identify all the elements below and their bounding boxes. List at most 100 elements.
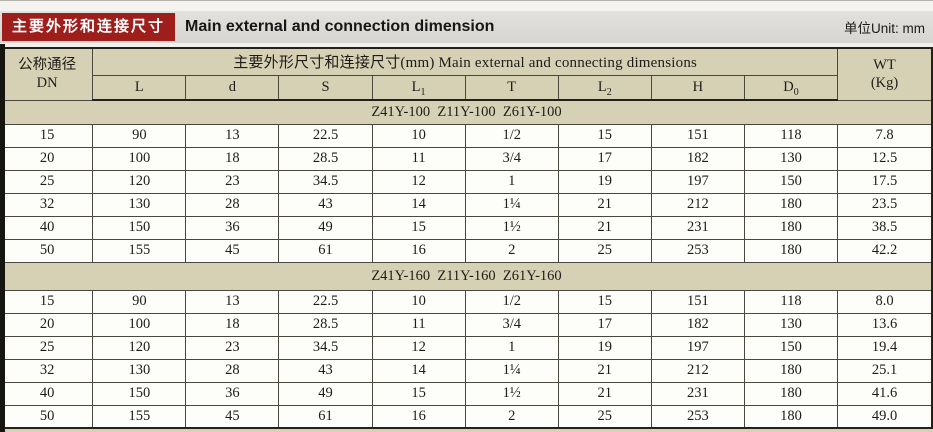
table-cell: 43 (278, 192, 373, 217)
cell-dn: 25 (0, 169, 94, 194)
table-cell: 21 (557, 358, 652, 383)
table-cell: 10 (371, 123, 466, 148)
table-cell: 15 (557, 123, 652, 148)
table-row: 25 120 23 34.5 12 1 19 197 150 17.5 (0, 169, 933, 194)
table-cell: 25 (557, 238, 652, 263)
table-cell: 155 (92, 238, 187, 263)
table-cell: 13 (185, 123, 280, 148)
table-cell: 23.5 (837, 192, 933, 217)
table-cell: 180 (743, 404, 839, 429)
cell-dn: 25 (0, 335, 94, 360)
table-cell: 150 (92, 381, 187, 406)
table-cell: 19.4 (837, 335, 933, 360)
table-cell: 130 (743, 146, 839, 171)
cell-dn: 15 (0, 289, 94, 314)
table-cell: 130 (743, 312, 839, 337)
table-cell: 49 (278, 381, 373, 406)
table-cell: 34.5 (278, 169, 373, 194)
table-cell: 15 (557, 289, 652, 314)
column-header-text: S (321, 78, 330, 95)
column-header-d: d (185, 74, 280, 101)
column-header-text: L (134, 78, 144, 95)
dn-header-cn: 公称通径 (18, 57, 77, 74)
table-cell: 21 (557, 381, 652, 406)
table-cell: 22.5 (278, 289, 373, 314)
cell-dn: 32 (0, 358, 94, 383)
table-cell: 231 (650, 381, 745, 406)
column-header-text: d (228, 78, 237, 95)
page-top-strip (0, 0, 933, 11)
cell-dn: 40 (0, 215, 94, 240)
table-cell: 3/4 (464, 146, 559, 171)
table-cell: 17 (557, 312, 652, 337)
table-cell: 151 (650, 123, 745, 148)
table-cell: 12 (371, 169, 466, 194)
table-cell: 38.5 (837, 215, 933, 240)
table-cell: 3/4 (464, 312, 559, 337)
table-cell: 21 (557, 192, 652, 217)
column-header-wt: WT (Kg) (837, 47, 933, 101)
table-cell: 12.5 (837, 146, 933, 171)
table-row: 15 90 13 22.5 10 1/2 15 151 118 8.0 (0, 289, 933, 314)
table-row: 32 130 28 43 14 1¼ 21 212 180 23.5 (0, 192, 933, 217)
table-cell: 15 (371, 215, 466, 240)
table-cell: 23 (185, 335, 280, 360)
table-cell: 16 (371, 238, 466, 263)
table-row: 50 155 45 61 16 2 25 253 180 49.0 (0, 404, 933, 429)
table-cell: 1/2 (464, 289, 559, 314)
table-cell: 212 (650, 358, 745, 383)
table-cell: 36 (185, 215, 280, 240)
table-cell: 21 (557, 215, 652, 240)
table-cell: 130 (92, 358, 187, 383)
table-cell: 151 (650, 289, 745, 314)
table-cell: 28.5 (278, 312, 373, 337)
table-cell: 1 (464, 335, 559, 360)
table-cell: 212 (650, 192, 745, 217)
table-cell: 2 (464, 404, 559, 429)
table-cell: 118 (743, 289, 839, 314)
table-cell: 182 (650, 146, 745, 171)
table-cell: 180 (743, 358, 839, 383)
table-cell: 118 (743, 123, 839, 148)
table-cell: 22.5 (278, 123, 373, 148)
table-cell: 197 (650, 169, 745, 194)
table-cell: 90 (92, 289, 187, 314)
cell-dn: 40 (0, 381, 94, 406)
cell-dn: 20 (0, 312, 94, 337)
table-cell: 61 (278, 238, 373, 263)
table-row: 40 150 36 49 15 1½ 21 231 180 38.5 (0, 215, 933, 240)
table-cell: 17.5 (837, 169, 933, 194)
table-cell: 180 (743, 381, 839, 406)
table-cell: 43 (278, 358, 373, 383)
column-header-text: T (507, 78, 517, 95)
valve-model-section-header: Z41Y-160 Z11Y-160 Z61Y-160 (0, 261, 933, 291)
table-cell: 1¼ (464, 358, 559, 383)
table-cell: 14 (371, 358, 466, 383)
table-cell: 13 (185, 289, 280, 314)
table-cell: 130 (92, 192, 187, 217)
column-header-d0: D0 (743, 74, 839, 101)
table-cell: 28.5 (278, 146, 373, 171)
table-cell: 25.1 (837, 358, 933, 383)
table-cell: 8.0 (837, 289, 933, 314)
column-header-subscript: 0 (793, 86, 799, 98)
table-cell: 12 (371, 335, 466, 360)
column-header-text: L (597, 78, 607, 95)
table-row: 50 155 45 61 16 2 25 253 180 42.2 (0, 238, 933, 263)
cell-dn: 50 (0, 404, 94, 429)
table-cell: 253 (650, 404, 745, 429)
table-cell: 49 (278, 215, 373, 240)
table-cell: 23 (185, 169, 280, 194)
table-cell: 155 (92, 404, 187, 429)
column-header-l2: L2 (557, 74, 652, 101)
table-cell: 150 (92, 215, 187, 240)
cell-dn: 20 (0, 146, 94, 171)
table-cell: 16 (371, 404, 466, 429)
table-cell: 61 (278, 404, 373, 429)
wt-header-line2: (Kg) (870, 75, 899, 92)
valve-model-section-header: Z41Y-100 Z11Y-100 Z61Y-100 (0, 99, 933, 125)
wt-header-line1: WT (873, 57, 896, 74)
table-cell: 36 (185, 381, 280, 406)
table-row: 40 150 36 49 15 1½ 21 231 180 41.6 (0, 381, 933, 406)
table-cell: 180 (743, 238, 839, 263)
